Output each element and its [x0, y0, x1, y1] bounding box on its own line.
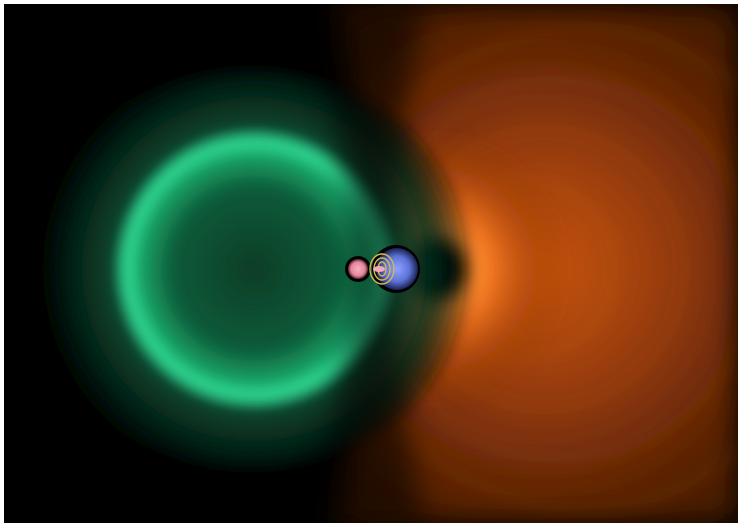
fractal-artwork: [4, 4, 738, 523]
center-core: [345, 245, 420, 293]
fractal-svg: [4, 4, 738, 523]
